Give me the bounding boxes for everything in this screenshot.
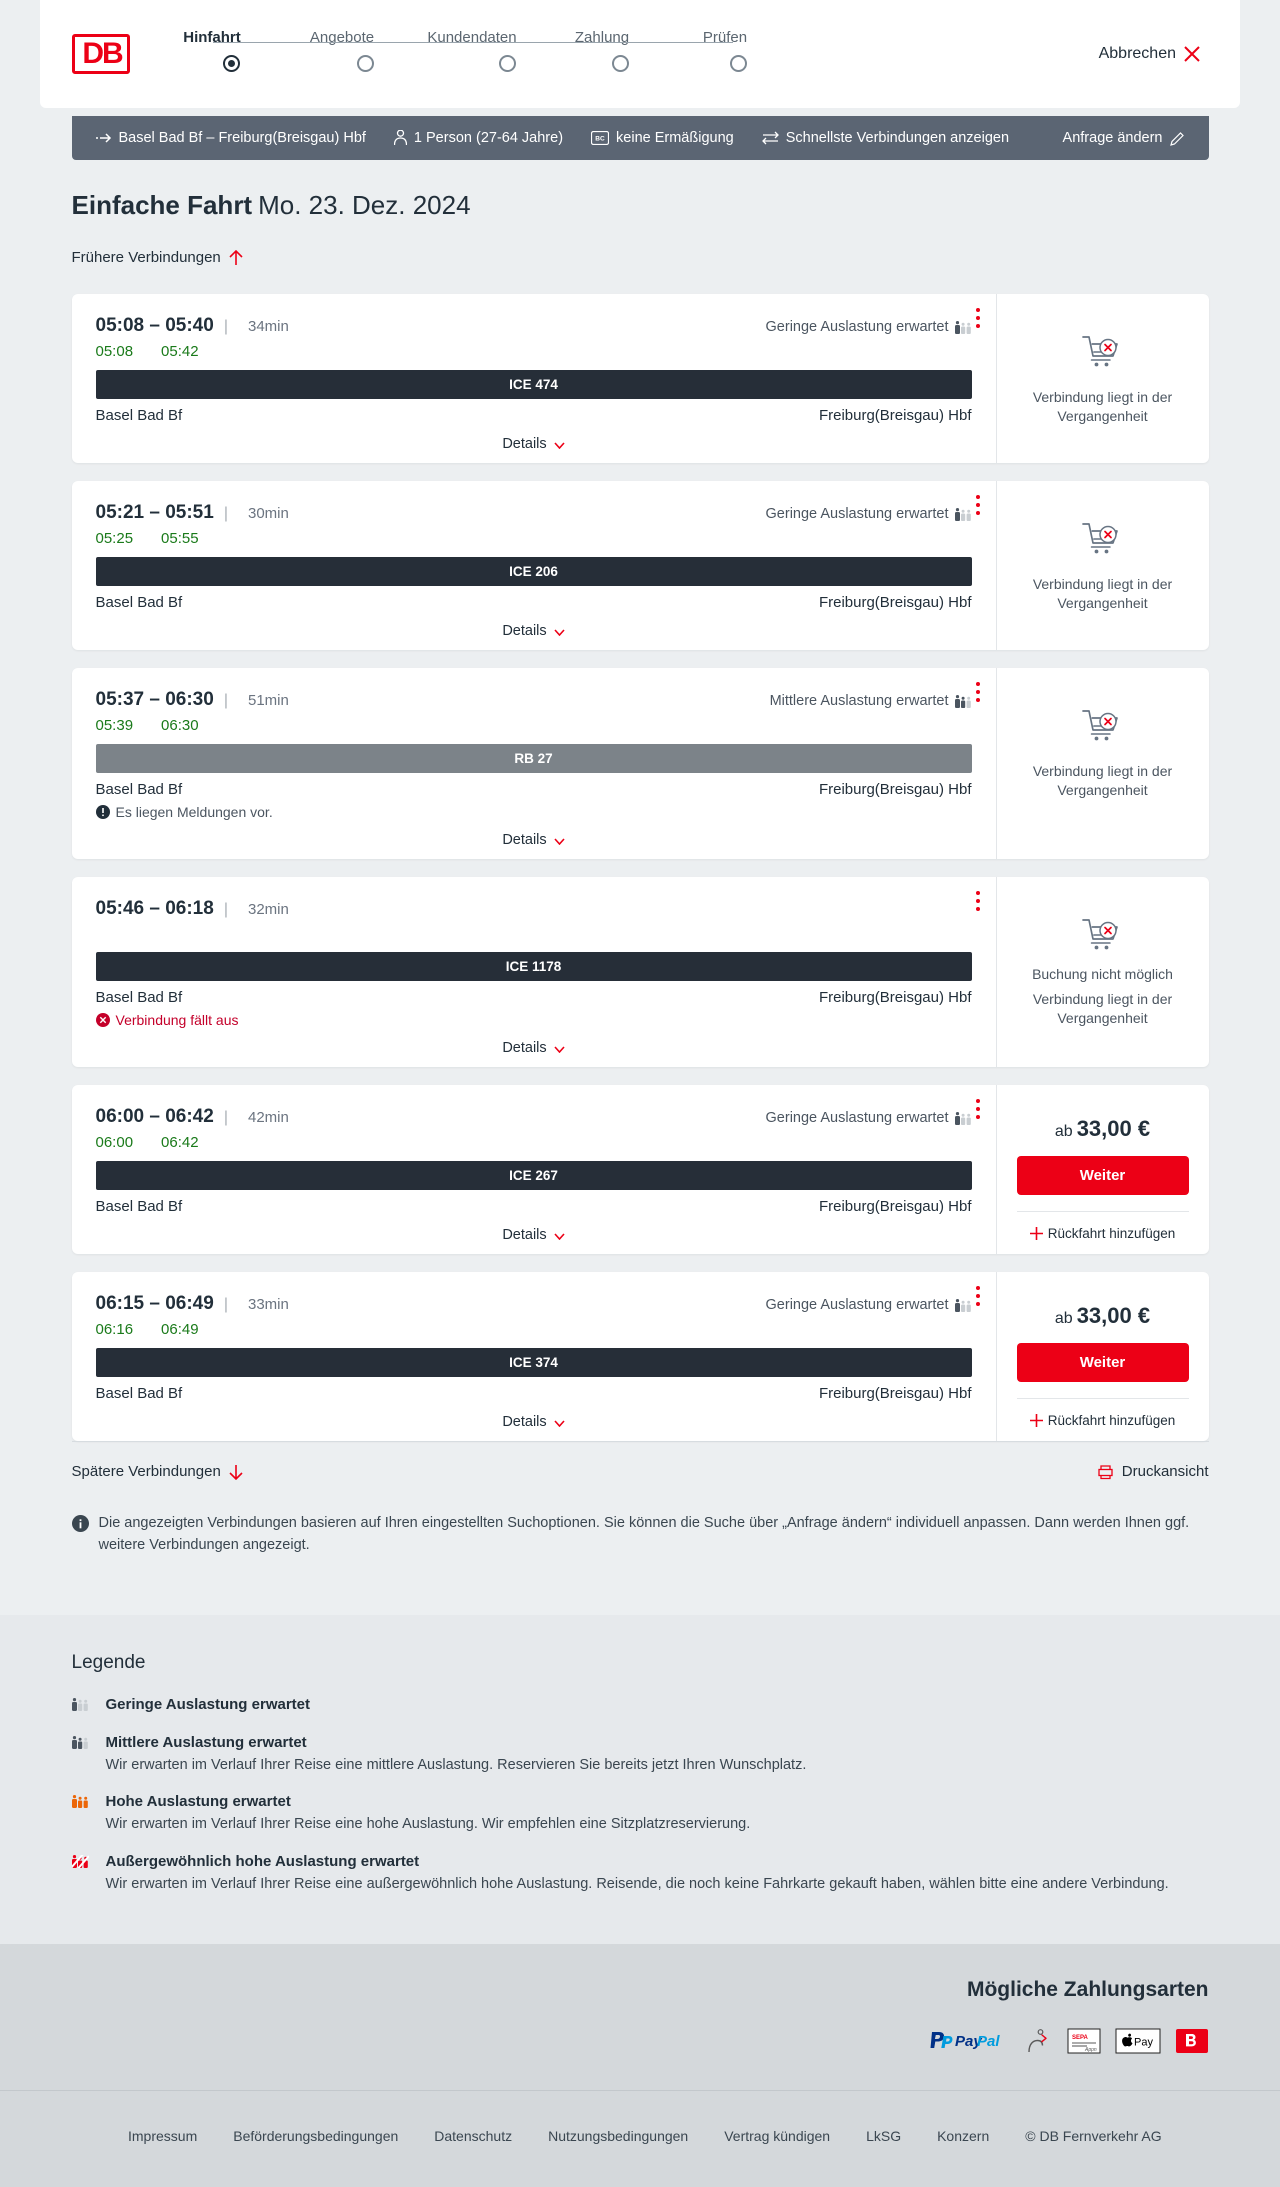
- svg-text:Appn: Appn: [1084, 2047, 1097, 2053]
- svg-text:SEPA: SEPA: [1072, 2035, 1089, 2041]
- svg-text:Pay: Pay: [1134, 2037, 1153, 2049]
- svg-text:Pal: Pal: [977, 2033, 1000, 2050]
- svg-text:BC: BC: [595, 136, 605, 143]
